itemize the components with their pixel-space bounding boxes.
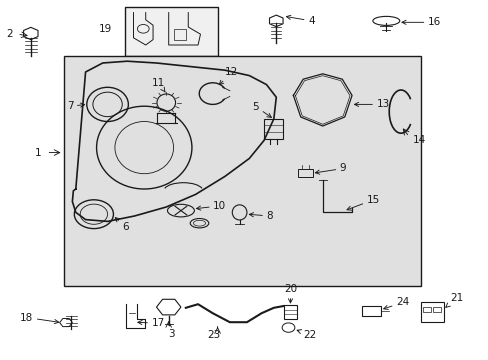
Text: 19: 19 [99, 24, 112, 34]
Bar [361, 306, 381, 316]
Bar [432, 307, 440, 312]
Bar [298, 169, 312, 177]
Bar [283, 305, 297, 319]
Text: 4: 4 [286, 15, 314, 26]
Text: 15: 15 [346, 195, 379, 210]
Bar [423, 307, 430, 312]
Text: 12: 12 [219, 67, 238, 85]
Text: 22: 22 [297, 330, 316, 340]
Bar [173, 29, 185, 40]
Text: 23: 23 [207, 330, 221, 341]
Text: 9: 9 [315, 163, 346, 174]
Text: 14: 14 [412, 135, 426, 145]
Text: 3: 3 [167, 329, 174, 339]
Text: 17: 17 [138, 318, 164, 328]
Bar [264, 119, 282, 139]
Text: 20: 20 [284, 284, 296, 303]
Text: 16: 16 [401, 17, 440, 27]
Text: 11: 11 [152, 78, 165, 92]
Text: 6: 6 [115, 217, 129, 232]
Text: 24: 24 [383, 297, 408, 310]
Text: 5: 5 [252, 102, 271, 117]
Bar [124, 7, 217, 56]
Text: 13: 13 [354, 99, 389, 109]
Bar [420, 302, 443, 322]
Text: 10: 10 [196, 201, 226, 211]
Text: 18: 18 [20, 312, 59, 324]
Text: 21: 21 [445, 293, 462, 307]
Text: 2: 2 [6, 29, 13, 39]
Text: 7: 7 [66, 101, 84, 111]
Bar [63, 56, 420, 286]
Text: 1: 1 [35, 148, 41, 158]
Text: 8: 8 [249, 211, 273, 221]
